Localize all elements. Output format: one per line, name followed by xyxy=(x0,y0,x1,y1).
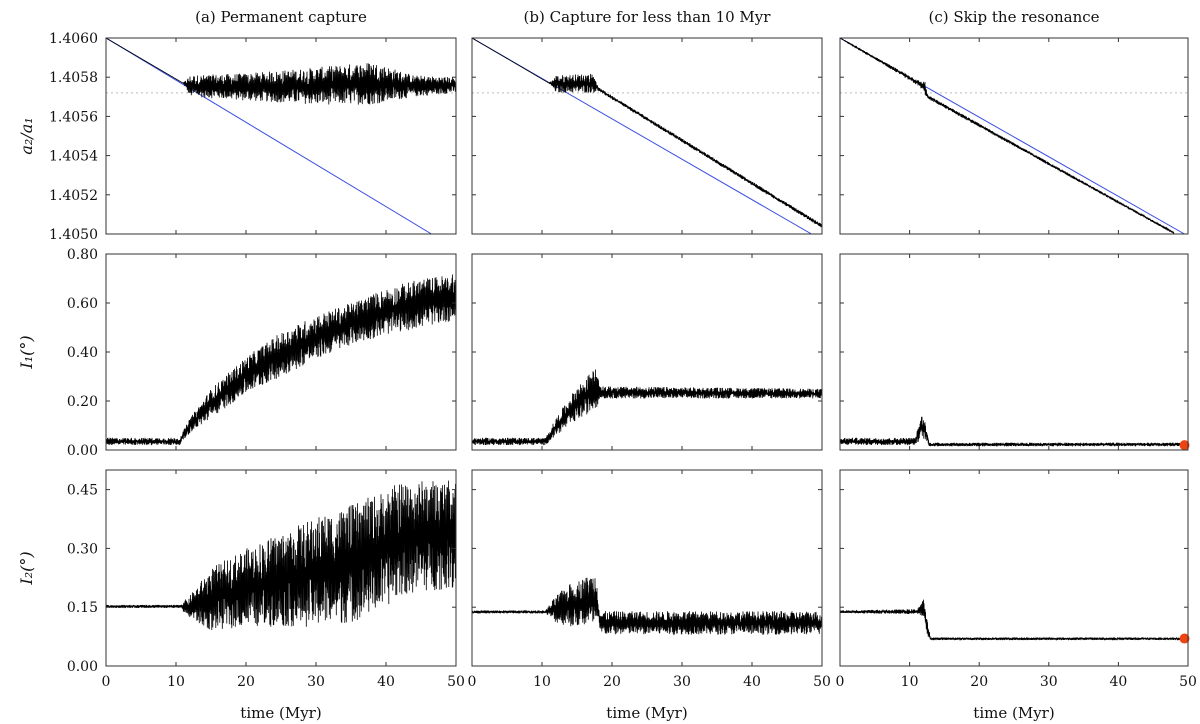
column-title: (b) Capture for less than 10 Myr xyxy=(524,8,772,26)
x-tick-label: 10 xyxy=(533,674,551,690)
panel-frame xyxy=(105,469,457,667)
panel-0-1 xyxy=(471,37,823,235)
x-axis-label: time (Myr) xyxy=(973,704,1054,722)
x-tick-label: 50 xyxy=(1179,674,1197,690)
y-tick-label: 1.4060 xyxy=(49,31,98,47)
plot-area xyxy=(840,38,1188,234)
panel-1-1 xyxy=(471,253,823,451)
column-title: (a) Permanent capture xyxy=(195,8,367,26)
panel-2-0: 0 10 20 30 40 50 0.00 0.15 0.30 0.45 xyxy=(67,469,465,690)
panel-frame xyxy=(839,37,1189,235)
y-tick-label: 0.00 xyxy=(67,659,98,675)
y-tick-label: 0.40 xyxy=(67,345,98,361)
endpoint-marker xyxy=(1179,440,1190,451)
y-tick-label: 0.15 xyxy=(67,600,98,616)
simulation-trace xyxy=(106,38,456,105)
y-axis-label: I₂(°) xyxy=(17,551,36,585)
x-tick-label: 40 xyxy=(1109,674,1127,690)
column-title: (c) Skip the resonance xyxy=(928,8,1099,26)
plot-area xyxy=(472,577,822,635)
x-tick-label: 30 xyxy=(673,674,691,690)
y-tick-label: 1.4052 xyxy=(49,188,98,204)
x-tick-label: 20 xyxy=(970,674,988,690)
plot-area xyxy=(840,416,1188,447)
simulation-trace xyxy=(472,577,822,635)
x-tick-label: 10 xyxy=(167,674,185,690)
x-axis-label: time (Myr) xyxy=(606,704,687,722)
plot-area xyxy=(840,599,1188,642)
x-tick-label: 0 xyxy=(836,674,845,690)
panel-2-1: 0 10 20 30 40 50 xyxy=(468,469,831,690)
y-tick-label: 1.4058 xyxy=(49,70,98,86)
panel-frame xyxy=(471,469,823,667)
panel-1-2 xyxy=(839,253,1190,451)
y-axis-label: I₁(°) xyxy=(17,335,36,369)
simulation-trace xyxy=(106,274,456,446)
endpoint-marker xyxy=(1179,633,1190,644)
y-tick-label: 1.4054 xyxy=(49,149,98,165)
x-tick-label: 40 xyxy=(743,674,761,690)
x-tick-label: 20 xyxy=(603,674,621,690)
simulation-trace xyxy=(472,369,822,446)
panel-0-2 xyxy=(839,37,1189,235)
simulation-trace xyxy=(472,38,822,228)
x-axis-label: time (Myr) xyxy=(240,704,321,722)
panel-frame xyxy=(471,37,823,235)
y-tick-label: 0.60 xyxy=(67,296,98,312)
migration-model-line xyxy=(106,38,432,234)
x-tick-label: 50 xyxy=(813,674,831,690)
plot-area xyxy=(106,38,456,234)
panel-1-0: 0.00 0.20 0.40 0.60 0.80 xyxy=(67,247,457,459)
x-tick-label: 30 xyxy=(1040,674,1058,690)
x-tick-label: 20 xyxy=(237,674,255,690)
simulation-trace xyxy=(840,416,1188,447)
y-tick-label: 0.80 xyxy=(67,247,98,263)
y-tick-label: 0.20 xyxy=(67,394,98,410)
x-tick-label: 50 xyxy=(447,674,465,690)
simulation-trace xyxy=(840,38,1175,234)
plot-area xyxy=(472,369,822,446)
panel-frame xyxy=(839,469,1189,667)
panel-0-0: 1.4050 1.4052 1.4054 1.4056 1.4058 1.4060 xyxy=(49,31,457,243)
simulation-trace xyxy=(106,480,456,631)
panel-frame xyxy=(105,37,457,235)
plot-area xyxy=(106,274,456,446)
plot-area xyxy=(106,480,456,631)
x-tick-label: 40 xyxy=(377,674,395,690)
x-tick-label: 0 xyxy=(102,674,111,690)
x-tick-label: 10 xyxy=(901,674,919,690)
y-tick-label: 0.45 xyxy=(67,483,98,499)
y-tick-label: 0.30 xyxy=(67,541,98,557)
y-tick-label: 1.4050 xyxy=(49,227,98,243)
y-tick-label: 1.4056 xyxy=(49,109,98,125)
y-axis-label: a₂/a₁ xyxy=(17,117,36,154)
x-tick-label: 30 xyxy=(307,674,325,690)
panel-frame xyxy=(839,253,1189,451)
panel-2-2: 0 10 20 30 40 50 xyxy=(836,469,1197,690)
y-tick-label: 0.00 xyxy=(67,443,98,459)
simulation-trace xyxy=(840,599,1188,642)
plot-area xyxy=(472,38,822,234)
x-tick-label: 0 xyxy=(468,674,477,690)
panel-frame xyxy=(471,253,823,451)
